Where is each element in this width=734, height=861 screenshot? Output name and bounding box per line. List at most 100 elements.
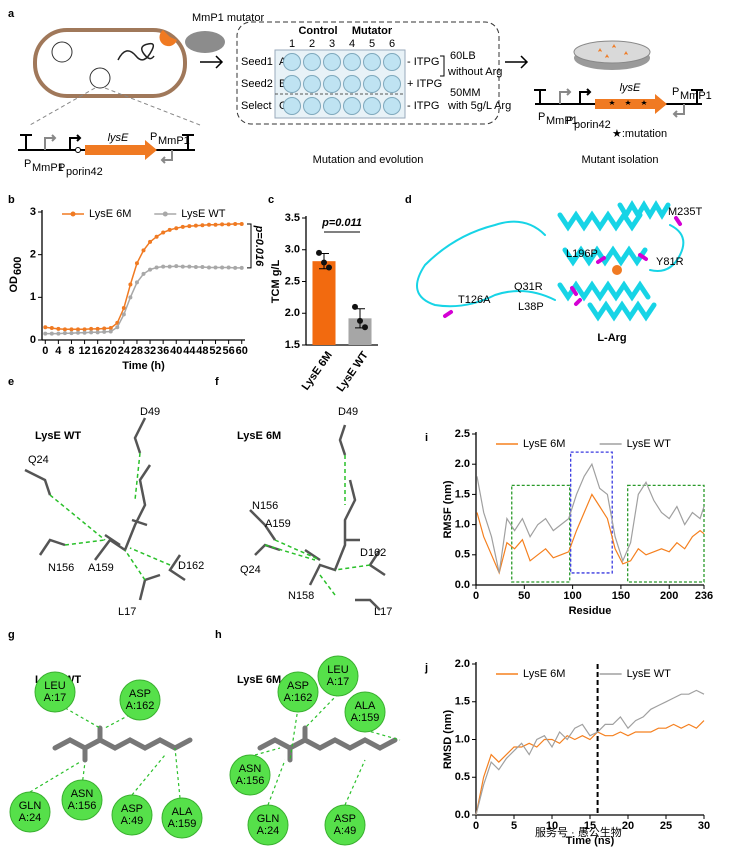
well xyxy=(343,97,361,115)
residue-id: A:162 xyxy=(126,700,155,712)
panel-label: a xyxy=(8,8,15,20)
residue-label: A159 xyxy=(265,518,291,530)
x-axis-label: Time (ns) xyxy=(566,835,615,847)
mutation-legend: ★:mutation xyxy=(612,128,667,140)
point xyxy=(226,222,231,227)
legend-label: LysE 6M xyxy=(523,438,565,450)
residue-name: ASP xyxy=(129,688,151,700)
x-tick-label: 48 xyxy=(196,345,208,357)
point xyxy=(161,230,166,235)
column-label: 4 xyxy=(349,38,355,50)
residue-node xyxy=(247,804,289,846)
promoter-label: P xyxy=(58,162,65,174)
point xyxy=(128,295,133,300)
caption: Mutant isolation xyxy=(581,154,658,166)
residue-id: A:49 xyxy=(121,815,144,827)
well xyxy=(303,97,321,115)
residue-label: D49 xyxy=(338,406,358,418)
point xyxy=(362,324,368,331)
point xyxy=(89,330,94,335)
x-tick-label: 28 xyxy=(131,345,143,357)
legend-label: LysE WT xyxy=(627,438,671,450)
y-tick-label: 0.0 xyxy=(455,579,470,591)
point xyxy=(49,331,54,336)
residue-id: A:156 xyxy=(236,775,265,787)
residue-label: N156 xyxy=(48,562,74,574)
point xyxy=(76,327,81,332)
residue-name: LEU xyxy=(327,664,348,676)
legend-label: LysE WT xyxy=(627,668,671,680)
well xyxy=(323,53,341,71)
point xyxy=(69,331,74,336)
x-tick-label: 0 xyxy=(473,590,479,602)
well xyxy=(343,75,361,93)
x-tick-label: 40 xyxy=(170,345,182,357)
residue-node xyxy=(34,671,76,713)
point xyxy=(321,259,327,266)
watermark: 服务号 · 愚公生物 xyxy=(535,825,622,839)
point xyxy=(102,329,107,334)
residue-name: ASP xyxy=(334,813,356,825)
y-axis-label: TCM g/L xyxy=(270,260,282,304)
y-tick-label: 0.5 xyxy=(455,549,470,561)
residue-id: A:159 xyxy=(168,818,197,830)
residue-name: ASN xyxy=(71,788,94,800)
point xyxy=(187,224,192,229)
x-axis-label: Residue xyxy=(569,605,612,617)
x-tick-label: 100 xyxy=(563,590,581,602)
x-tick-label: 12 xyxy=(78,345,90,357)
highlight-region xyxy=(627,484,705,583)
row-label: Seed2 xyxy=(241,78,273,90)
x-tick-label: 32 xyxy=(144,345,156,357)
point xyxy=(76,330,81,335)
x-tick-label: 10 xyxy=(546,820,558,832)
bar xyxy=(312,261,336,345)
legend-marker xyxy=(70,211,76,217)
point xyxy=(95,330,100,335)
residue-node xyxy=(161,797,203,839)
x-tick-label: 15 xyxy=(584,820,596,832)
x-tick-label: 20 xyxy=(622,820,634,832)
condition-label: - ITPG xyxy=(407,100,439,112)
column-label: 2 xyxy=(309,38,315,50)
well xyxy=(363,97,381,115)
ligand-2d-lines xyxy=(29,693,401,806)
point xyxy=(200,223,205,228)
well xyxy=(283,75,301,93)
x-tick-label: 25 xyxy=(660,820,672,832)
x-tick-label: 8 xyxy=(68,345,74,357)
point xyxy=(174,226,179,231)
annotation: p=0.016 xyxy=(253,225,265,268)
highlight-region xyxy=(511,484,571,583)
y-axis-label: RMSD (nm) xyxy=(442,710,454,770)
series-line xyxy=(45,265,242,335)
x-tick-label: 24 xyxy=(118,345,131,357)
well xyxy=(383,53,401,71)
condition-label: - ITPG xyxy=(407,56,439,68)
series-line xyxy=(476,462,705,574)
residue-id: A:17 xyxy=(44,692,67,704)
point xyxy=(180,264,185,269)
residue-label: D162 xyxy=(360,547,386,559)
y-tick-label: 0 xyxy=(30,334,36,346)
column-label: 6 xyxy=(389,38,395,50)
residue-id: A:49 xyxy=(334,825,357,837)
x-tick-label: 52 xyxy=(209,345,221,357)
x-tick-label: 44 xyxy=(183,345,196,357)
point xyxy=(49,326,54,331)
residue-name: LEU xyxy=(44,680,65,692)
residue-label: L17 xyxy=(118,606,136,618)
legend-label: LysE 6M xyxy=(89,208,131,220)
annotation: p=0.011 xyxy=(321,217,362,229)
residue-label: N156 xyxy=(252,500,278,512)
point xyxy=(193,265,198,270)
x-tick-label: 60 xyxy=(236,345,248,357)
well xyxy=(343,53,361,71)
point xyxy=(134,280,139,285)
point xyxy=(233,265,238,270)
point xyxy=(220,222,225,227)
point xyxy=(352,303,358,310)
point xyxy=(357,317,363,324)
